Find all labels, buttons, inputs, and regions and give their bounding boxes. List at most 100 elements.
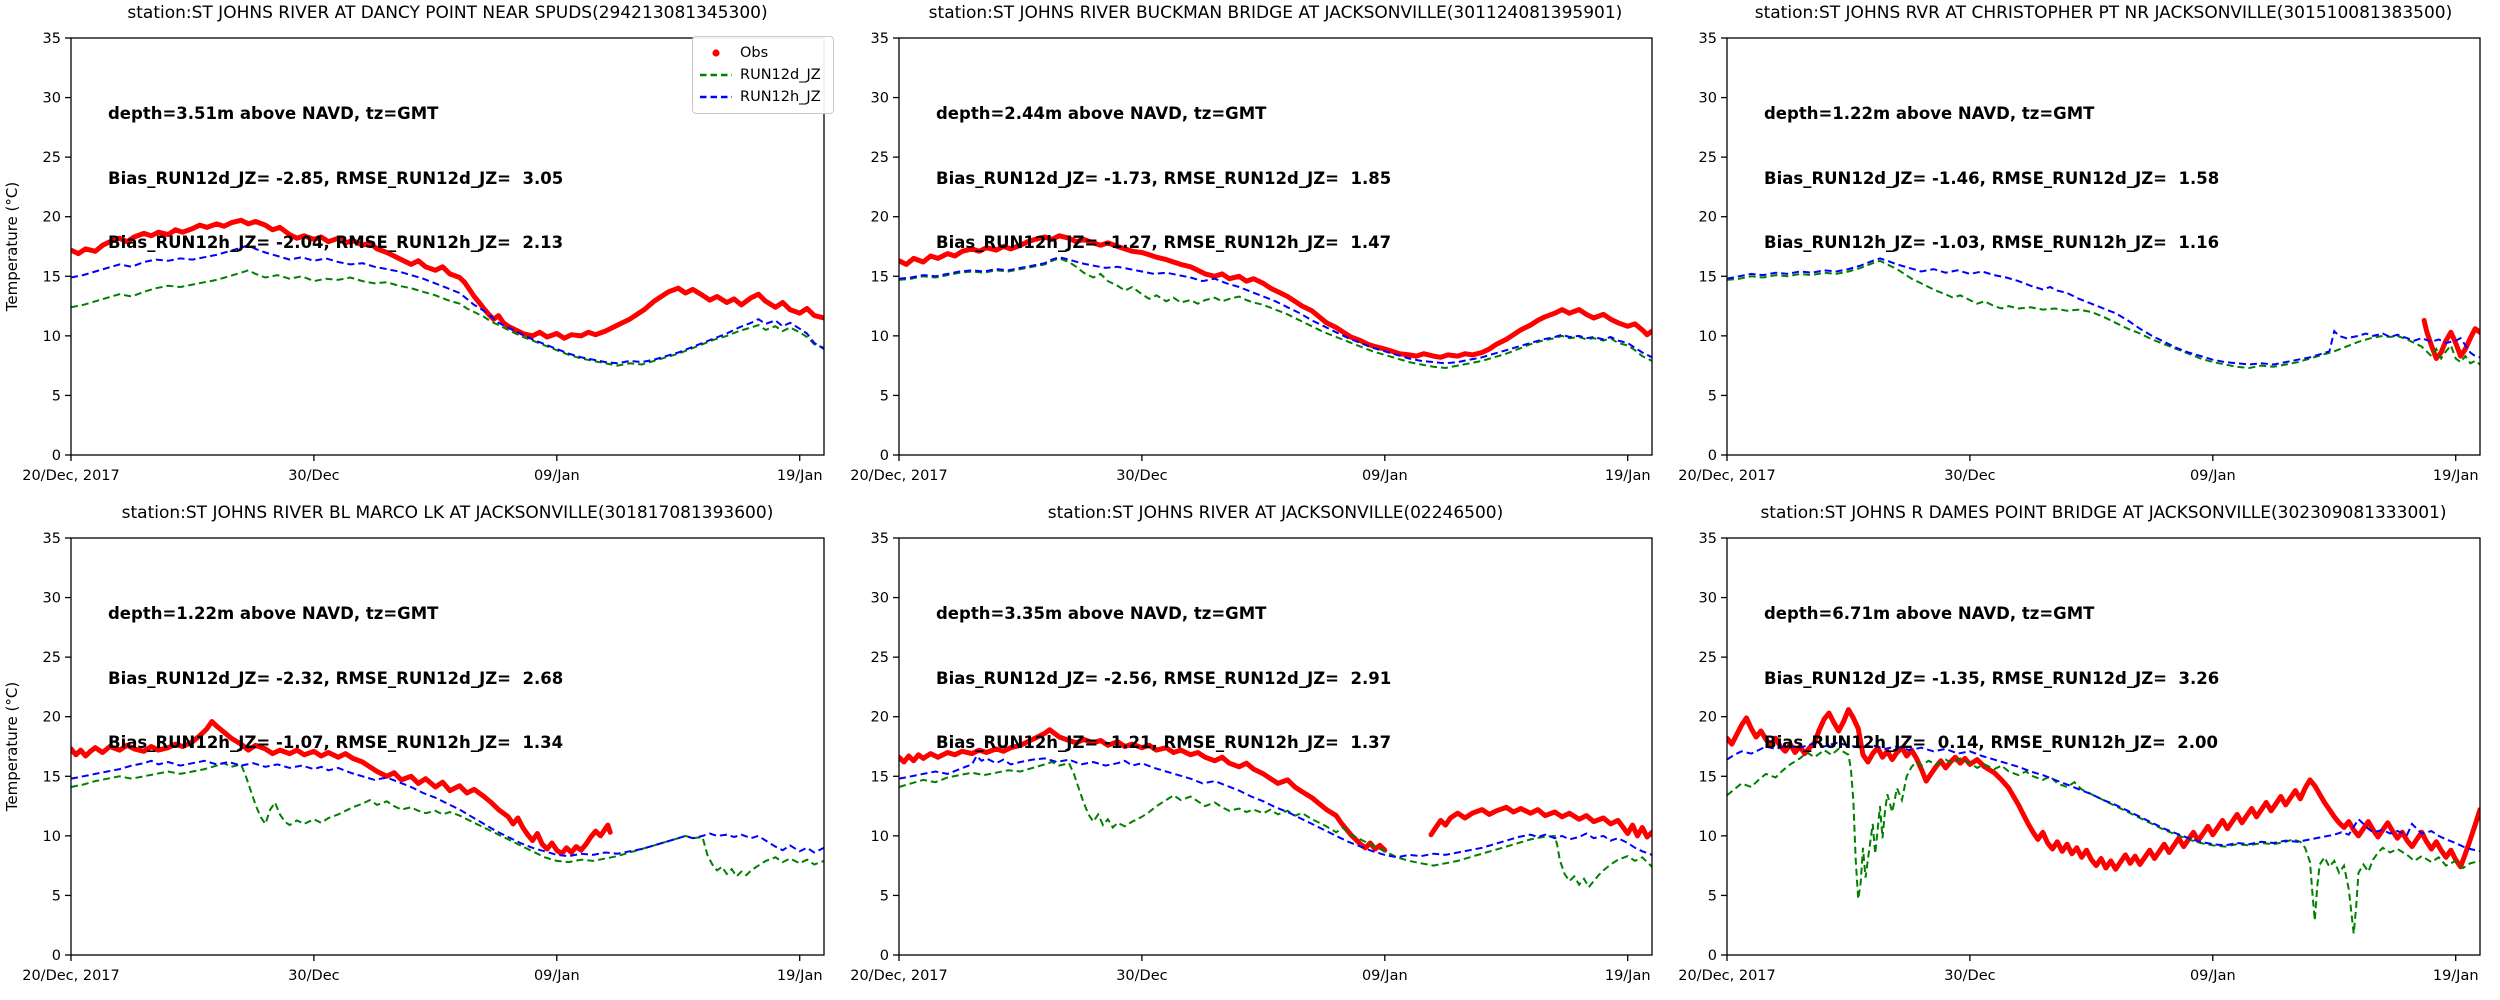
series-obs-line [1428,804,1652,840]
y-tick-label: 25 [871,150,889,166]
x-tick-label: 30/Dec [1944,968,1995,984]
series-obs-line [899,233,1652,360]
stats-line-run12h: Bias_RUN12h_JZ= -1.27, RMSE_RUN12h_JZ= 1… [936,233,1392,252]
stats-line-run12d: Bias_RUN12d_JZ= -1.73, RMSE_RUN12d_JZ= 1… [936,168,1392,188]
plot-area-6: 0 5 10 15 20 25 30 35 20/Dec, 2017 30/Dec 09/Jan 19… [1678,531,2481,984]
stats-line-run12h: Bias_RUN12h_JZ= 0.14, RMSE_RUN12h_JZ= 2.… [1764,733,2218,752]
subplot-4: 0 5 10 15 20 25 30 35 20/Dec, 2017 30/Dec 09/Jan 19… [0,500,844,1000]
x-tick-label: 20/Dec, 2017 [22,468,120,484]
legend-item-run12h: RUN12h_JZ [699,86,827,108]
stats-line-run12d: Bias_RUN12d_JZ= -2.56, RMSE_RUN12d_JZ= 2… [936,668,1392,688]
series-obs-line [2421,317,2480,361]
y-tick-label: 5 [1708,388,1717,404]
stats-annotation: depth=2.44m above NAVD, tz=GMT Bias_RUN1… [936,60,1391,297]
stats-annotation: depth=1.22m above NAVD, tz=GMT Bias_RUN1… [108,560,563,797]
y-tick-label: 20 [1699,210,1717,226]
y-tick-label: 35 [871,531,889,547]
plot-title: station:ST JOHNS RIVER BUCKMAN BRIDGE AT… [928,3,1623,23]
y-tick-label: 25 [1699,150,1717,166]
series-run12d-line [71,269,824,367]
stats-line-depth: depth=1.22m above NAVD, tz=GMT [1764,104,2095,123]
legend-label: Obs [740,45,769,61]
series-run12h-line [899,256,1652,365]
subplot-1: 0 5 10 15 20 25 30 35 20/Dec, 2017 30/Dec 09/Jan 19… [0,0,844,500]
plot-title: station:ST JOHNS RIVER BL MARCO LK AT JA… [121,503,774,523]
stats-annotation: depth=3.35m above NAVD, tz=GMT Bias_RUN1… [936,560,1391,797]
y-tick-label: 10 [1699,829,1717,845]
plot-area-2: 0 5 10 15 20 25 30 35 20/Dec, 2017 30/Dec 09/Jan 19… [850,31,1653,484]
subplot-2: 0 5 10 15 20 25 30 35 20/Dec, 2017 30/Dec 09/Jan 19… [828,0,1672,500]
x-tick-label: 20/Dec, 2017 [1678,968,1776,984]
axes-frame [70,37,825,456]
x-tick-label: 30/Dec [1116,468,1167,484]
plot-title: station:ST JOHNS RIVER AT DANCY POINT NE… [127,3,768,23]
y-tick-label: 15 [43,769,61,785]
y-tick-label: 0 [880,448,889,464]
stats-line-run12h: Bias_RUN12h_JZ= -1.03, RMSE_RUN12h_JZ= 1… [1764,233,2220,252]
dashed-line-icon [699,90,733,104]
y-tick-label: 25 [43,150,61,166]
x-tick-label: 19/Jan [777,468,823,484]
axes-frame [898,537,1653,956]
legend-item-run12d: RUN12d_JZ [699,64,827,86]
y-tick-label: 20 [43,210,61,226]
stats-line-depth: depth=2.44m above NAVD, tz=GMT [936,104,1267,123]
obs-marker-icon [699,46,733,60]
series-run12d-line [1727,747,2480,934]
x-tick-label: 19/Jan [2433,968,2479,984]
stats-line-run12d: Bias_RUN12d_JZ= -2.32, RMSE_RUN12d_JZ= 2… [108,668,564,688]
x-tick-label: 20/Dec, 2017 [850,968,948,984]
y-axis-label: Temperature (°C) [3,682,21,812]
plot-title: station:ST JOHNS RIVER AT JACKSONVILLE(0… [1047,503,1504,523]
x-tick-label: 09/Jan [1362,468,1408,484]
series-obs-line [1727,707,2480,872]
series-group [71,217,824,367]
stats-line-depth: depth=1.22m above NAVD, tz=GMT [108,604,439,623]
y-tick-label: 25 [43,650,61,666]
plot-area-1: 0 5 10 15 20 25 30 35 20/Dec, 2017 30/Dec 09/Jan 19… [3,31,825,484]
y-tick-label: 10 [871,329,889,345]
y-tick-label: 15 [43,269,61,285]
plot-area-5: 0 5 10 15 20 25 30 35 20/Dec, 2017 30/Dec 09/Jan 19… [850,531,1653,984]
subplot-6: 0 5 10 15 20 25 30 35 20/Dec, 2017 30/Dec 09/Jan 19… [1656,500,2500,1000]
series-group [1727,257,2480,370]
stats-line-depth: depth=3.35m above NAVD, tz=GMT [936,604,1267,623]
y-tick-label: 35 [1699,31,1717,47]
series-run12d-line [71,762,824,878]
x-tick-label: 19/Jan [1605,468,1651,484]
y-tick-label: 30 [871,591,889,607]
y-tick-label: 0 [52,448,61,464]
stats-line-run12d: Bias_RUN12d_JZ= -2.85, RMSE_RUN12d_JZ= 3… [108,168,564,188]
plot-area-3: 0 5 10 15 20 25 30 35 20/Dec, 2017 30/Dec 09/Jan 19… [1678,31,2481,484]
y-tick-label: 5 [52,388,61,404]
y-tick-label: 15 [1699,769,1717,785]
y-tick-label: 0 [880,948,889,964]
x-tick-label: 09/Jan [534,968,580,984]
y-tick-label: 10 [43,829,61,845]
stats-annotation: depth=1.22m above NAVD, tz=GMT Bias_RUN1… [1764,60,2219,297]
series-run12h-line [899,754,1652,859]
x-tick-label: 09/Jan [534,468,580,484]
series-run12h-line [71,244,824,365]
y-tick-label: 35 [43,531,61,547]
plot-title: station:ST JOHNS RVR AT CHRISTOPHER PT N… [1754,3,2453,23]
series-group [71,719,824,878]
plot-area-4: 0 5 10 15 20 25 30 35 20/Dec, 2017 30/Dec 09/Jan 19… [3,531,825,984]
stats-line-run12h: Bias_RUN12h_JZ= -1.21, RMSE_RUN12h_JZ= 1… [936,733,1392,752]
y-axis-label: Temperature (°C) [3,182,21,312]
subplot-3: 0 5 10 15 20 25 30 35 20/Dec, 2017 30/Dec 09/Jan 19… [1656,0,2500,500]
y-tick-label: 30 [1699,591,1717,607]
x-tick-label: 19/Jan [777,968,823,984]
y-tick-label: 30 [871,91,889,107]
stats-line-depth: depth=6.71m above NAVD, tz=GMT [1764,604,2095,623]
x-tick-label: 30/Dec [288,468,339,484]
y-tick-label: 30 [1699,91,1717,107]
series-run12h-line [1727,257,2480,366]
series-obs-line [899,727,1388,853]
y-tick-label: 15 [871,769,889,785]
y-tick-label: 5 [880,388,889,404]
y-tick-label: 35 [43,31,61,47]
y-tick-label: 35 [871,31,889,47]
x-tick-label: 20/Dec, 2017 [1678,468,1776,484]
